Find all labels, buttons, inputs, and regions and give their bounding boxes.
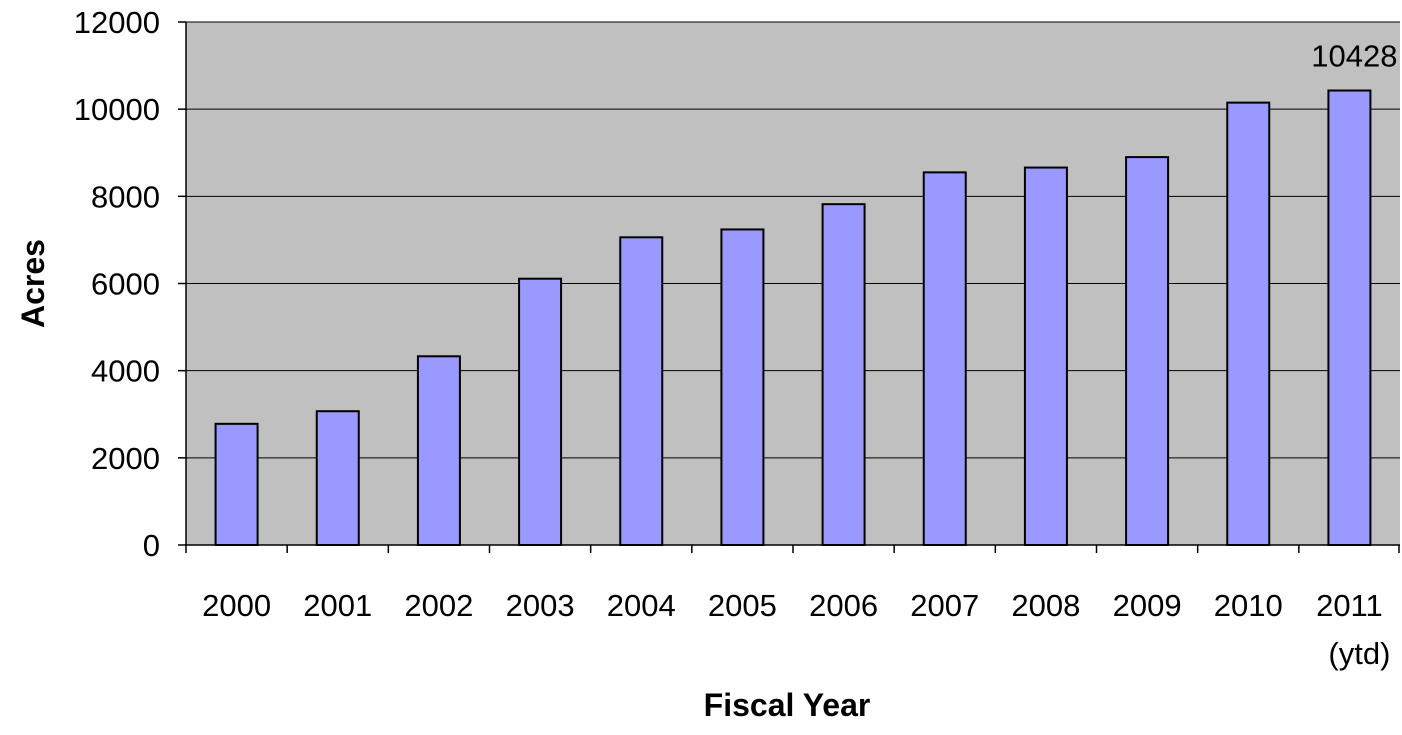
x-axis-title: Fiscal Year [704, 687, 871, 723]
x-tick-label-line: 2001 [303, 588, 372, 623]
x-tick-label-line: 2011 [1316, 588, 1383, 623]
bar-2000 [214, 422, 259, 547]
tick-labels: 0 2000 4000 6000 8000 10000 12000 2000 2001 2002 2… [74, 5, 1398, 671]
x-tick-label-line: 2002 [404, 588, 473, 623]
y-tick-label: 8000 [91, 179, 160, 214]
y-tick-label: 0 [143, 528, 160, 563]
x-tick-label: 2000 [202, 588, 271, 623]
y-tick-label: 6000 [91, 267, 160, 302]
x-tick-label-line: (ytd) [1328, 636, 1390, 671]
x-tick-label-line: 2010 [1214, 588, 1283, 623]
bar-2011-ytd [1327, 89, 1372, 546]
x-tick-label: 2004 [607, 588, 676, 623]
bar-2006 [821, 203, 866, 546]
x-tick-label: 2010 [1214, 588, 1283, 623]
x-tick-label: 2002 [404, 588, 473, 623]
x-tick-label-line: 2008 [1011, 588, 1080, 623]
y-tick-label: 10000 [74, 92, 160, 127]
bar-2007 [922, 171, 967, 547]
data-label: 10428 [1311, 39, 1397, 74]
x-tick-label: 2006 [809, 588, 878, 623]
x-tick-label: 2011 (ytd) [1316, 588, 1390, 671]
x-tick-label-line: 2007 [910, 588, 979, 623]
x-tick-label-line: 2005 [708, 588, 777, 623]
x-tick-label-line: 2000 [202, 588, 271, 623]
x-tick-label-line: 2003 [506, 588, 575, 623]
y-tick-label: 12000 [74, 5, 160, 40]
bar-2009 [1125, 156, 1170, 546]
bar-2003 [518, 277, 563, 546]
gridlines [186, 21, 1400, 459]
bar-2004 [619, 236, 664, 546]
y-tick-label: 4000 [91, 354, 160, 389]
x-tick-label: 2009 [1113, 588, 1182, 623]
x-tick-label: 2005 [708, 588, 777, 623]
x-tick-label: 2008 [1011, 588, 1080, 623]
axes [178, 21, 1400, 553]
x-tick-label-line: 2004 [607, 588, 676, 623]
x-tick-label: 2001 [303, 588, 372, 623]
y-axis-title: Acres [15, 239, 51, 328]
bar-2005 [720, 228, 765, 546]
x-tick-label: 2003 [506, 588, 575, 623]
x-tick-label-line: 2006 [809, 588, 878, 623]
bars [214, 89, 1372, 547]
bar-2002 [416, 355, 461, 547]
x-tick-label-line: 2009 [1113, 588, 1182, 623]
bar-2001 [315, 410, 360, 546]
bar-2008 [1023, 166, 1068, 546]
bar-2010 [1226, 101, 1271, 546]
x-tick-label: 2007 [910, 588, 979, 623]
y-tick-label: 2000 [91, 441, 160, 476]
